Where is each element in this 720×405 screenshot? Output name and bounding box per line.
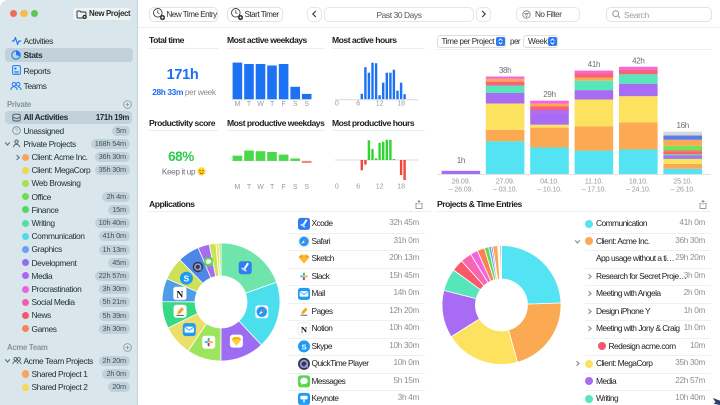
svg-text:S: S — [184, 274, 190, 284]
svg-text:N: N — [177, 290, 184, 300]
svg-text:27.09.: 27.09. — [496, 177, 515, 186]
svg-text:42h: 42h — [632, 56, 644, 65]
svg-text:T: T — [270, 101, 275, 108]
svg-text:W: W — [257, 101, 264, 108]
svg-text:6: 6 — [356, 100, 360, 107]
svg-text:M: M — [234, 184, 240, 191]
svg-text:– 24.10.: – 24.10. — [626, 185, 651, 194]
svg-text:S: S — [301, 343, 306, 352]
svg-text:18: 18 — [397, 100, 405, 107]
svg-text:S: S — [293, 101, 298, 108]
svg-text:0: 0 — [335, 184, 339, 191]
svg-text:F: F — [281, 184, 285, 191]
svg-text:– 26.10.: – 26.10. — [671, 185, 696, 194]
svg-text:11.10.: 11.10. — [585, 177, 603, 186]
svg-text:– 10.10.: – 10.10. — [537, 185, 562, 194]
svg-text:41h: 41h — [588, 60, 600, 69]
svg-text:38h: 38h — [499, 66, 511, 75]
svg-text:N: N — [301, 325, 308, 335]
svg-text:?: ? — [15, 129, 18, 135]
svg-text:T: T — [247, 184, 252, 191]
svg-text:S: S — [304, 101, 309, 108]
svg-text:25.10.: 25.10. — [673, 177, 692, 186]
svg-text:16h: 16h — [676, 121, 688, 130]
svg-text:6: 6 — [356, 184, 360, 191]
svg-text:T: T — [270, 184, 275, 191]
svg-text:0: 0 — [335, 100, 339, 107]
svg-text:T: T — [247, 101, 252, 108]
svg-text:18.10.: 18.10. — [629, 177, 648, 186]
svg-text:– 26.09.: – 26.09. — [449, 185, 474, 194]
svg-text:W: W — [257, 184, 264, 191]
svg-text:1h: 1h — [457, 156, 465, 165]
svg-text:29h: 29h — [543, 90, 555, 99]
svg-text:– 17.10.: – 17.10. — [582, 185, 607, 194]
svg-text:S: S — [304, 184, 309, 191]
svg-text:04.10.: 04.10. — [540, 177, 559, 186]
svg-text:– 03.10.: – 03.10. — [493, 185, 518, 194]
svg-text:26.09.: 26.09. — [452, 177, 471, 186]
svg-text:18: 18 — [397, 184, 405, 191]
svg-text:12: 12 — [376, 100, 384, 107]
svg-text:F: F — [281, 101, 285, 108]
svg-text:S: S — [293, 184, 298, 191]
svg-text:12: 12 — [376, 184, 384, 191]
svg-text:M: M — [234, 101, 240, 108]
